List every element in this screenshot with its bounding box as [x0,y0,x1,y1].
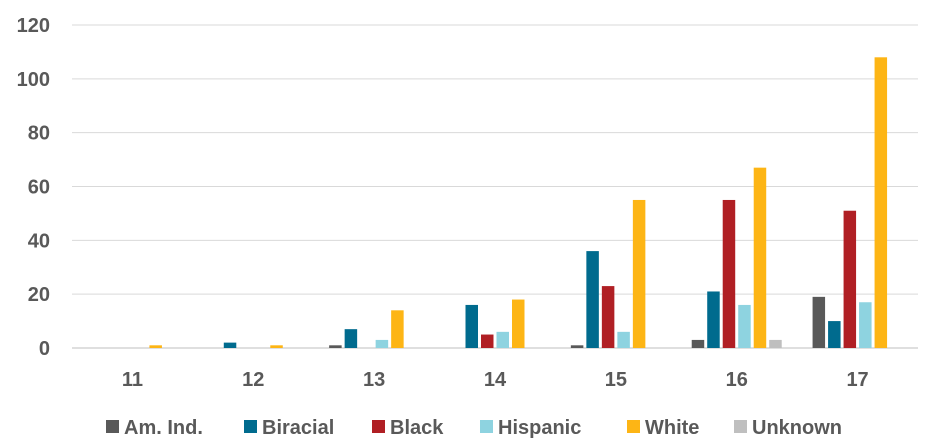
bar-black-14 [481,334,494,348]
bar-biracial-12 [223,342,237,348]
y-tick-label: 40 [28,230,50,252]
y-axis-tick-labels: 0 20 40 60 80 100 120 [17,15,50,360]
bar-black-16 [722,199,736,348]
bar-biracial-14 [465,304,478,348]
y-tick-label: 120 [17,15,50,37]
x-tick-label: 12 [242,369,264,391]
legend: Am. Ind. Biracial Black Hispanic White Unknow… [106,417,842,439]
legend-swatch [372,420,385,433]
bar-black-15 [601,286,615,348]
legend-swatch [244,420,257,433]
bar-white-17 [874,57,888,349]
gridlines [72,24,918,349]
bar-black-17 [843,210,857,348]
y-tick-label: 80 [28,123,50,145]
x-tick-label: 14 [484,369,507,391]
legend-swatch [627,420,640,433]
bar-hispanic-16 [738,304,751,348]
legend-label: Unknown [752,417,842,439]
bar-white-16 [753,167,767,348]
bar-biracial-15 [586,251,599,348]
legend-swatch [480,420,493,433]
legend-swatch [106,420,119,433]
legend-label: Hispanic [498,417,581,439]
bar-am-ind-13 [329,345,342,348]
y-tick-label: 0 [39,338,50,360]
x-tick-label: 15 [605,369,627,391]
x-tick-label: 17 [846,369,868,391]
bars [149,57,888,349]
bar-white-11 [149,345,162,348]
bar-white-12 [270,345,283,348]
x-tick-label: 16 [726,369,748,391]
bar-white-13 [391,310,404,348]
bar-white-14 [512,299,525,348]
bar-hispanic-13 [375,339,389,348]
legend-label: Black [390,417,444,439]
legend-label: Biracial [262,417,334,439]
y-tick-label: 20 [28,284,50,306]
x-axis-tick-labels: 11 12 13 14 15 16 17 [122,369,869,391]
legend-label: Am. Ind. [124,417,203,439]
legend-label: White [645,417,699,439]
bar-hispanic-15 [617,331,630,348]
bar-unknown-16 [769,339,782,348]
bar-hispanic-14 [496,331,509,348]
y-tick-label: 100 [17,69,50,91]
bar-biracial-16 [707,291,720,348]
bar-am-ind-17 [812,296,826,348]
bar-white-15 [632,199,646,348]
bar-am-ind-15 [570,345,584,348]
y-tick-label: 60 [28,177,50,199]
x-tick-label: 13 [363,369,385,391]
bar-am-ind-16 [691,339,705,348]
bar-biracial-13 [344,329,358,348]
bar-biracial-17 [828,321,841,348]
bar-hispanic-17 [859,302,872,348]
x-tick-label: 11 [122,369,143,391]
legend-swatch [734,420,747,433]
